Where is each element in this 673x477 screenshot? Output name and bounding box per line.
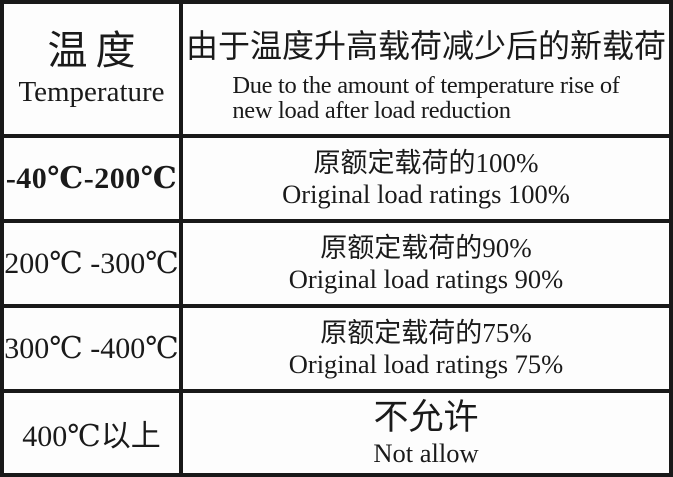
header-new-load-en-line2: new load after load reduction bbox=[232, 97, 511, 125]
header-new-load-en-line1: Due to the amount of temperature rise of bbox=[232, 71, 620, 99]
load-cell-row3: 原额定载荷的75% Original load ratings 75% bbox=[183, 308, 669, 393]
load-rating-en: Original load ratings 90% bbox=[288, 264, 564, 295]
range-cell-row4: 400℃以上 bbox=[4, 393, 183, 473]
range-cell-row1: -40℃-200℃ bbox=[4, 138, 183, 223]
load-rating-zh: 原额定载荷的75% bbox=[320, 318, 532, 349]
load-rating-zh: 原额定载荷的100% bbox=[313, 148, 539, 179]
load-cell-row4: 不允许 Not allow bbox=[183, 393, 669, 473]
load-cell-row1: 原额定载荷的100% Original load ratings 100% bbox=[183, 138, 669, 223]
load-rating-en: Original load ratings 75% bbox=[288, 349, 564, 380]
header-temperature-zh: 温度 bbox=[47, 28, 144, 74]
header-cell-new-load: 由于温度升高载荷减少后的新载荷 Due to the amount of tem… bbox=[183, 4, 669, 138]
temperature-range: 400℃以上 bbox=[22, 420, 161, 453]
temperature-range: 200℃ -300℃ bbox=[4, 247, 179, 280]
range-cell-row3: 300℃ -400℃ bbox=[4, 308, 183, 393]
load-cell-row2: 原额定载荷的90% Original load ratings 90% bbox=[183, 223, 669, 308]
temperature-range: 300℃ -400℃ bbox=[4, 332, 179, 365]
load-rating-en: Original load ratings 100% bbox=[282, 179, 570, 210]
range-cell-row2: 200℃ -300℃ bbox=[4, 223, 183, 308]
header-temperature-en: Temperature bbox=[18, 76, 165, 109]
not-allow-zh: 不允许 bbox=[373, 397, 479, 437]
header-cell-temperature: 温度 Temperature bbox=[4, 4, 183, 138]
header-new-load-en: Due to the amount of temperature rise of… bbox=[232, 71, 620, 125]
header-new-load-zh: 由于温度升高载荷减少后的新载荷 bbox=[185, 28, 666, 65]
load-rating-zh: 原额定载荷的90% bbox=[320, 233, 532, 264]
temperature-range: -40℃-200℃ bbox=[5, 162, 178, 195]
not-allow-en: Not allow bbox=[373, 437, 479, 468]
